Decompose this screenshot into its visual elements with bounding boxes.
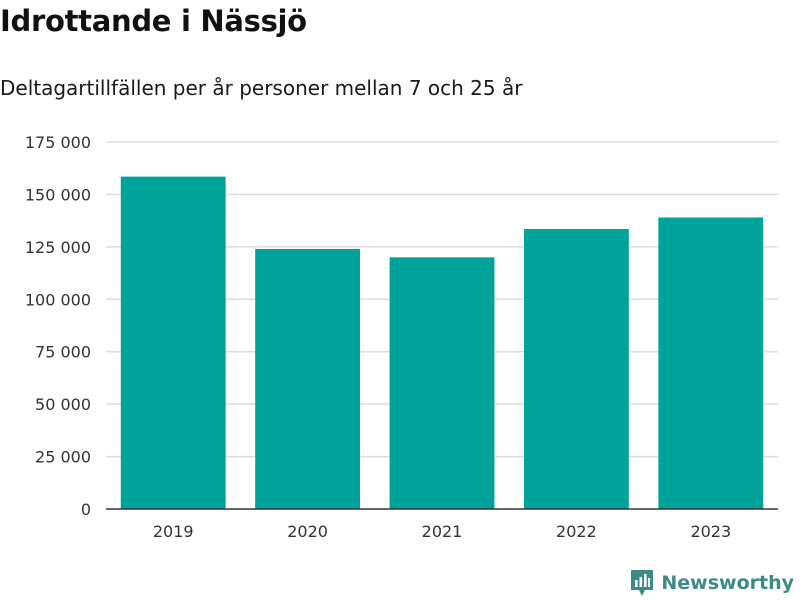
x-tick-label: 2019 [153, 522, 194, 541]
x-axis-tick-labels: 2019 2020 2021 2022 2023 [153, 522, 731, 541]
bar-2022 [523, 229, 629, 509]
y-tick-label: 100 000 [25, 290, 91, 309]
y-axis-tick-labels: 0 25 000 50 000 75 000 100 000 125 000 150 000… [25, 133, 91, 519]
y-tick-label: 25 000 [35, 448, 91, 467]
chart-subtitle: Deltagartillfällen per år personer mella… [0, 76, 523, 100]
x-tick-label: 2023 [690, 522, 731, 541]
brand-label: Newsworthy [661, 572, 794, 594]
y-tick-label: 50 000 [35, 395, 91, 414]
y-tick-label: 150 000 [25, 185, 91, 204]
bar-2021 [389, 257, 495, 509]
newsworthy-logo-icon [631, 570, 654, 596]
bar-2019 [120, 176, 226, 510]
y-tick-label: 125 000 [25, 238, 91, 257]
chart-title: Idrottande i Nässjö [0, 4, 307, 38]
bar-2023 [658, 217, 764, 510]
y-tick-label: 175 000 [25, 133, 91, 152]
x-tick-label: 2020 [287, 522, 328, 541]
y-tick-label: 0 [81, 500, 91, 519]
y-tick-label: 75 000 [35, 343, 91, 362]
x-tick-label: 2022 [556, 522, 597, 541]
bars [120, 176, 764, 510]
x-tick-label: 2021 [422, 522, 463, 541]
brand-logo: Newsworthy [629, 568, 794, 598]
bar-2020 [255, 248, 361, 509]
